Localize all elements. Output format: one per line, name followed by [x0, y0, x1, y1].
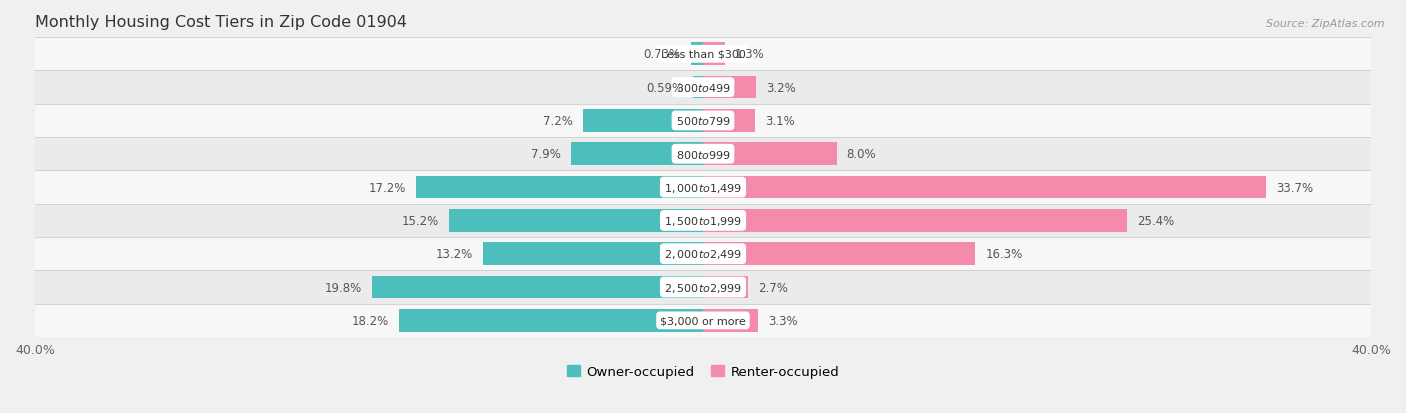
- Bar: [35, 138, 1371, 171]
- Text: $2,500 to $2,999: $2,500 to $2,999: [664, 281, 742, 294]
- Bar: [571, 143, 703, 166]
- Text: 7.2%: 7.2%: [543, 115, 572, 128]
- Text: Less than $300: Less than $300: [661, 50, 745, 59]
- Text: $800 to $999: $800 to $999: [675, 148, 731, 160]
- Text: 3.3%: 3.3%: [768, 314, 797, 327]
- Bar: [690, 43, 703, 66]
- Text: 33.7%: 33.7%: [1275, 181, 1313, 194]
- Bar: [703, 276, 748, 299]
- Bar: [703, 43, 724, 66]
- Text: 0.59%: 0.59%: [645, 81, 683, 94]
- Bar: [35, 237, 1371, 271]
- Bar: [35, 304, 1371, 337]
- Bar: [693, 76, 703, 99]
- Text: 13.2%: 13.2%: [436, 248, 472, 261]
- Text: $1,500 to $1,999: $1,500 to $1,999: [664, 214, 742, 227]
- Text: 19.8%: 19.8%: [325, 281, 363, 294]
- Bar: [703, 243, 976, 266]
- Bar: [35, 204, 1371, 237]
- Bar: [416, 176, 703, 199]
- Bar: [35, 271, 1371, 304]
- Bar: [373, 276, 703, 299]
- Text: 8.0%: 8.0%: [846, 148, 876, 161]
- Bar: [582, 110, 703, 133]
- Bar: [35, 38, 1371, 71]
- Text: 25.4%: 25.4%: [1137, 214, 1174, 227]
- Bar: [703, 76, 756, 99]
- Text: 3.2%: 3.2%: [766, 81, 796, 94]
- Text: 15.2%: 15.2%: [402, 214, 439, 227]
- Bar: [35, 171, 1371, 204]
- Bar: [703, 110, 755, 133]
- Bar: [399, 309, 703, 332]
- Text: Source: ZipAtlas.com: Source: ZipAtlas.com: [1267, 19, 1385, 28]
- Text: 17.2%: 17.2%: [368, 181, 406, 194]
- Text: $500 to $799: $500 to $799: [675, 115, 731, 127]
- Bar: [449, 209, 703, 232]
- Text: 1.3%: 1.3%: [735, 48, 765, 61]
- Text: Monthly Housing Cost Tiers in Zip Code 01904: Monthly Housing Cost Tiers in Zip Code 0…: [35, 15, 406, 30]
- Text: 16.3%: 16.3%: [986, 248, 1022, 261]
- Text: 0.73%: 0.73%: [644, 48, 681, 61]
- Text: $1,000 to $1,499: $1,000 to $1,499: [664, 181, 742, 194]
- Text: 3.1%: 3.1%: [765, 115, 794, 128]
- Bar: [703, 309, 758, 332]
- Bar: [703, 176, 1265, 199]
- Legend: Owner-occupied, Renter-occupied: Owner-occupied, Renter-occupied: [567, 366, 839, 378]
- Text: 2.7%: 2.7%: [758, 281, 787, 294]
- Text: $3,000 or more: $3,000 or more: [661, 316, 745, 325]
- Text: 7.9%: 7.9%: [531, 148, 561, 161]
- Bar: [703, 143, 837, 166]
- Text: 18.2%: 18.2%: [352, 314, 389, 327]
- Text: $300 to $499: $300 to $499: [675, 82, 731, 94]
- Bar: [35, 104, 1371, 138]
- Bar: [35, 71, 1371, 104]
- Text: $2,000 to $2,499: $2,000 to $2,499: [664, 248, 742, 261]
- Bar: [482, 243, 703, 266]
- Bar: [703, 209, 1128, 232]
